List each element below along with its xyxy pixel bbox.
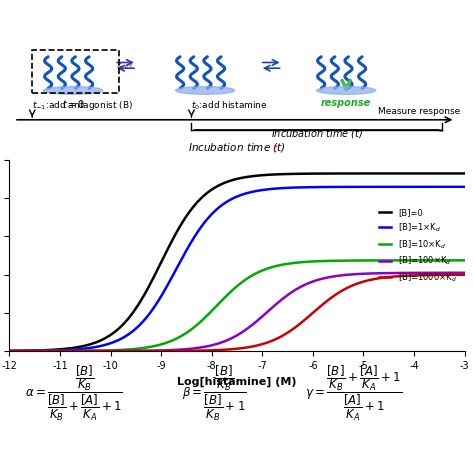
Text: $t_{-1}$:add antagonist (B): $t_{-1}$:add antagonist (B) <box>32 99 133 112</box>
Text: $t_0$:add histamine: $t_0$:add histamine <box>191 100 268 112</box>
X-axis label: Log[histamine] (M): Log[histamine] (M) <box>177 376 297 387</box>
Legend: [B]=0, [B]=1×K$_d$, [B]=10×K$_d$, [B]=100×K$_d$, [B]=1000×K$_d$: [B]=0, [B]=1×K$_d$, [B]=10×K$_d$, [B]=10… <box>375 205 460 287</box>
Text: $k_{off}$: $k_{off}$ <box>117 58 134 72</box>
Text: $\beta = \dfrac{\dfrac{[B]}{K_B}}{\dfrac{[B]}{K_B}+1}$: $\beta = \dfrac{\dfrac{[B]}{K_B}}{\dfrac… <box>182 364 247 423</box>
Text: $\gamma = \dfrac{\dfrac{[B]}{K_B}+\dfrac{[A]}{K_A}+1}{\dfrac{[A]}{K_A}+1}$: $\gamma = \dfrac{\dfrac{[B]}{K_B}+\dfrac… <box>305 364 402 423</box>
Text: $t$: $t$ <box>273 142 279 155</box>
Text: response: response <box>321 98 371 108</box>
Text: $\alpha = \dfrac{\dfrac{[B]}{K_B}}{\dfrac{[B]}{K_B}+\dfrac{[A]}{K_A}+1}$: $\alpha = \dfrac{\dfrac{[B]}{K_B}}{\dfra… <box>26 364 123 423</box>
Ellipse shape <box>44 86 103 94</box>
Ellipse shape <box>317 86 376 94</box>
Text: Incubation time ($t$): Incubation time ($t$) <box>188 141 286 155</box>
Text: $t = 0$: $t = 0$ <box>62 98 85 110</box>
Text: Measure response: Measure response <box>378 107 460 116</box>
Text: Incubation time ($t$): Incubation time ($t$) <box>271 127 363 140</box>
Ellipse shape <box>175 86 235 94</box>
